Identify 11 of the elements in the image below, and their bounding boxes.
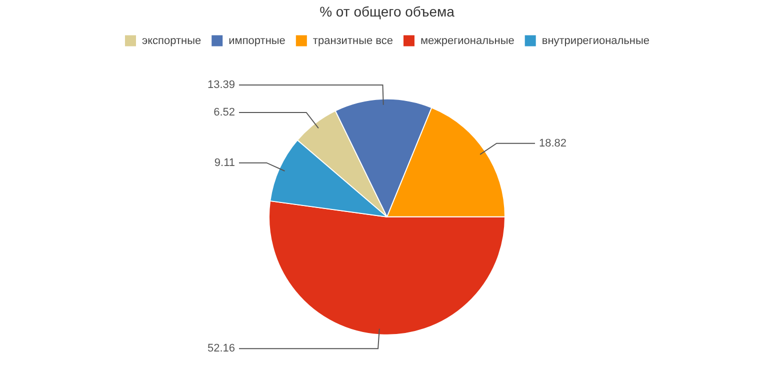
data-label: 13.39 (207, 79, 235, 91)
legend-label: транзитные все (312, 34, 393, 47)
data-label: 9.11 (214, 156, 235, 169)
data-label: 6.52 (214, 106, 235, 118)
chart-title: % от общего объема (320, 3, 455, 20)
legend-label: внутрирегиональные (542, 34, 650, 47)
data-label: 52.16 (207, 342, 235, 355)
legend-label: импортные (228, 34, 286, 47)
legend-label: экспортные (142, 34, 202, 47)
data-label: 18.82 (539, 137, 567, 150)
legend-label: межрегиональные (420, 34, 514, 47)
